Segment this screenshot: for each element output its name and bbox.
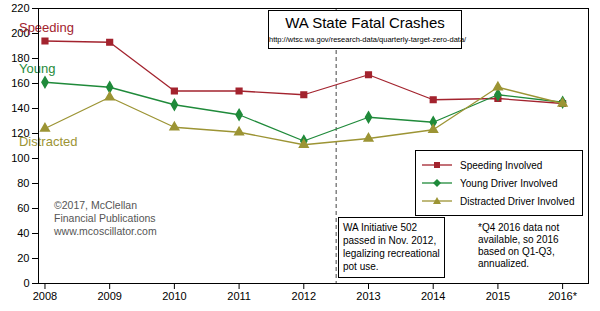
svg-text:180: 180	[11, 52, 30, 64]
svg-text:60: 60	[17, 202, 29, 214]
svg-text:80: 80	[17, 177, 29, 189]
html-text:*Q4 2016 data not: *Q4 2016 data not	[478, 222, 560, 233]
html-text:Distracted Driver Involved: Distracted Driver Involved	[460, 195, 575, 207]
html-text:available, so 2016: available, so 2016	[478, 234, 559, 245]
html-text:Speeding Involved: Speeding Involved	[460, 159, 543, 171]
svg-text:2014: 2014	[421, 290, 445, 302]
svg-text:2015: 2015	[486, 290, 510, 302]
html-text:pot use.: pot use.	[343, 261, 379, 272]
html-text:www.mcoscillator.com: www.mcoscillator.com	[54, 225, 157, 237]
svg-text:2010: 2010	[162, 290, 186, 302]
html-text:passed in Nov. 2012,: passed in Nov. 2012,	[343, 235, 437, 246]
html-text:Young Driver Involved: Young Driver Involved	[460, 177, 558, 189]
svg-text:220: 220	[11, 2, 29, 14]
html-text:WA State Fatal Crashes: WA State Fatal Crashes	[285, 14, 445, 31]
svg-text:2016*: 2016*	[548, 290, 577, 302]
svg-text:140: 140	[11, 102, 29, 114]
html-text:legalizing recreational: legalizing recreational	[343, 248, 440, 259]
svg-text:20: 20	[17, 252, 29, 264]
svg-text:0: 0	[23, 277, 29, 289]
svg-text:Speeding: Speeding	[19, 20, 74, 35]
html-text:based on Q1-Q3,: based on Q1-Q3,	[478, 246, 555, 257]
svg-text:2012: 2012	[292, 290, 316, 302]
html-text:©2017, McClellan: ©2017, McClellan	[54, 199, 137, 211]
html-text:WA Initiative 502: WA Initiative 502	[343, 222, 418, 233]
svg-text:Young: Young	[19, 61, 55, 76]
svg-text:2009: 2009	[97, 290, 121, 302]
svg-text:Distracted: Distracted	[19, 134, 78, 149]
html-text:Financial Publications: Financial Publications	[54, 212, 156, 224]
svg-text:160: 160	[11, 77, 29, 89]
svg-text:2008: 2008	[33, 290, 57, 302]
svg-text:40: 40	[17, 227, 29, 239]
svg-text:100: 100	[11, 152, 29, 164]
html-text:annualized.: annualized.	[478, 258, 530, 269]
html-text:http://wtsc.wa.gov/research-da: http://wtsc.wa.gov/research-data/quarter…	[269, 35, 467, 44]
svg-text:2011: 2011	[227, 290, 251, 302]
svg-text:2013: 2013	[356, 290, 380, 302]
